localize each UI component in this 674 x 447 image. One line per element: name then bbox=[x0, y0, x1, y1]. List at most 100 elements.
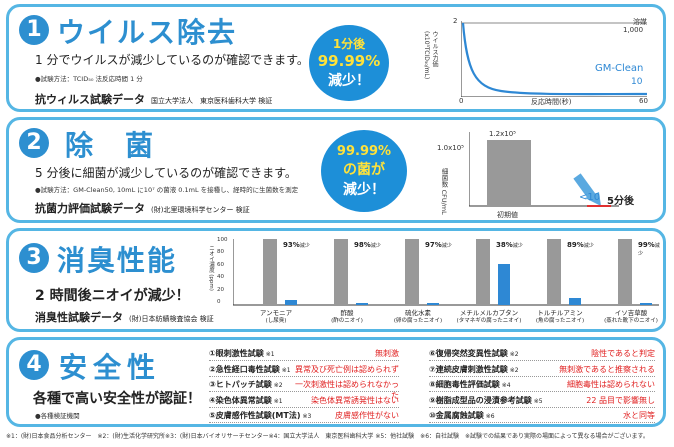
bar-initial bbox=[487, 140, 531, 206]
category-name: 酢酸 bbox=[340, 309, 354, 317]
test-name: ⑧細胞毒性評価試験 ※4 bbox=[429, 379, 511, 390]
chart-ytick: 2 bbox=[453, 17, 458, 25]
test-name: ⑥復帰突然変異性試験 ※2 bbox=[429, 348, 519, 359]
category-sub: (魚の腐ったニオイ) bbox=[535, 318, 585, 324]
test-name: ④染色体異常試験 ※1 bbox=[209, 395, 283, 406]
water-value: 1,000 bbox=[623, 26, 644, 34]
series-value: 10 bbox=[631, 77, 643, 87]
reduction-label: 98%減少 bbox=[354, 241, 381, 249]
ytick-label: 20 bbox=[217, 286, 224, 293]
section-title: ウイルス除去 bbox=[57, 16, 238, 49]
footer-note: ※1：(財)日本食品分析センター ※2：(財)生活化学研究所※3：(財)日本バイ… bbox=[6, 433, 649, 440]
section-description: 5 分後に細菌が減少しているのが確認できます。 bbox=[35, 166, 297, 180]
data-label: 抗菌力評価試験データ (財)北里環境科学センター 検証 bbox=[35, 200, 250, 216]
reduction-value: 97% bbox=[425, 241, 442, 249]
ytick-label: 40 bbox=[217, 274, 224, 281]
data-label-text: 抗菌力評価試験データ bbox=[35, 202, 145, 215]
data-label-text: 抗ウィルス試験データ bbox=[35, 93, 145, 106]
row-divider bbox=[429, 360, 655, 361]
test-name: ⑤皮膚感作性試験(MT法) ※3 bbox=[209, 410, 311, 421]
category-label: 酢酸 (酢のニオイ) bbox=[312, 309, 382, 325]
section-number: 3 bbox=[19, 243, 49, 273]
bubble-line-2: 99.99% bbox=[317, 52, 381, 70]
bar-initial bbox=[476, 239, 490, 305]
test-ref: ※6 bbox=[485, 413, 495, 420]
row-divider bbox=[429, 375, 655, 377]
bar-initial-label: 1.2x10⁵ bbox=[489, 130, 516, 138]
test-name-text: ⑧細胞毒性評価試験 bbox=[429, 380, 500, 389]
ytick-label: 0 bbox=[217, 299, 221, 305]
ytick-label: 60 bbox=[217, 261, 224, 268]
chart-ytick: 1.0x10⁵ bbox=[437, 144, 464, 152]
section-virus-removal: 1 ウイルス除去 1 分でウイルスが減少しているのが確認できます。 ●試験方法：… bbox=[6, 4, 666, 112]
section-deodorizing: 3 消臭性能 2 時間後ニオイが減少！ 消臭性試験データ (財)日本紡績検査協会 … bbox=[6, 228, 666, 332]
section-title: 安全性 bbox=[59, 351, 162, 384]
test-result: 無刺激であると推察される bbox=[559, 364, 655, 374]
category-label: イソ吉草酸 (蒸れた靴下のニオイ) bbox=[596, 309, 666, 325]
test-name-text: ①眼刺激性試験 bbox=[209, 349, 264, 358]
chart-xtick-0: 0 bbox=[459, 97, 464, 105]
ytick-label: 100 bbox=[217, 237, 228, 243]
chart-ylabel: ニオイ濃度 (ppm) bbox=[208, 245, 214, 291]
row-divider bbox=[209, 406, 399, 408]
series-label: GM-Clean bbox=[595, 63, 644, 74]
test-ref: ※4 bbox=[501, 382, 511, 389]
test-ref: ※1 bbox=[281, 366, 291, 374]
bacteria-chart: 細菌数 CFU/mL 1.0x10⁵ 1.2x10⁵ 初期値 <10 5分後 bbox=[427, 126, 663, 220]
test-name: ⑨樹脂成型品の浸漬参考試験 ※5 bbox=[429, 395, 543, 406]
category-label: アンモニア (し尿臭) bbox=[241, 309, 311, 325]
chart-xlabel: 反応時間(秒) bbox=[531, 98, 572, 106]
bubble-line-1: 1分後 bbox=[332, 37, 366, 51]
test-result: 一次刺激性は認められなかった bbox=[295, 380, 399, 400]
test-name-text: ⑦連続皮膚刺激性試験 bbox=[429, 364, 508, 374]
test-ref: ※2 bbox=[273, 382, 283, 389]
category-sub: (卵の腐ったニオイ) bbox=[393, 318, 443, 324]
virus-chart: ウイルス力価 (x10⁵TCID₅₀/mL) 2 溶媒 1,000 GM-Cle… bbox=[423, 17, 659, 107]
test-result: 皮膚感作性がない bbox=[335, 411, 399, 420]
section-description: 各種で高い安全性が認証！ bbox=[33, 391, 201, 407]
category-sub: (し尿臭) bbox=[265, 318, 287, 324]
section-number: 1 bbox=[19, 15, 49, 45]
reduction-value: 98% bbox=[354, 241, 371, 249]
after-value-label: <10 bbox=[579, 192, 601, 203]
bar-after bbox=[640, 303, 652, 305]
result-bubble: 1分後 99.99% 減少！ bbox=[309, 25, 389, 101]
data-label: 抗ウィルス試験データ 国立大学法人 東京医科歯科大学 検証 bbox=[35, 91, 272, 107]
test-name-text: ③ヒトパッチ試験 bbox=[209, 380, 272, 389]
test-result: 染色体異常誘発性はない bbox=[311, 395, 399, 405]
data-label-note: (財)北里環境科学センター 検証 bbox=[151, 206, 250, 214]
bubble-line-1: 99.99% bbox=[336, 144, 392, 159]
reduction-label: 97%減少 bbox=[425, 241, 452, 249]
reduction-suffix: 減少 bbox=[583, 243, 594, 249]
chart-xtick-60: 60 bbox=[639, 97, 648, 105]
test-name-text: ②急性経口毒性試験 bbox=[209, 364, 280, 374]
after-time-label: 5分後 bbox=[607, 196, 634, 207]
row-divider bbox=[209, 360, 399, 361]
bubble-line-2: の菌が bbox=[343, 162, 385, 178]
bubble-line-3: 減少！ bbox=[343, 182, 385, 198]
reduction-label: 38%減少 bbox=[496, 241, 523, 249]
bar-after bbox=[427, 303, 439, 305]
row-divider bbox=[429, 406, 655, 408]
data-label-note: 国立大学法人 東京医科歯科大学 検証 bbox=[151, 97, 273, 105]
test-ref: ※1 bbox=[265, 351, 275, 358]
test-result: 細胞毒性は認められない bbox=[567, 380, 655, 389]
odor-axes bbox=[233, 239, 659, 306]
category-name: メチルメルカプタン bbox=[459, 309, 519, 317]
category-sub: (酢のニオイ) bbox=[331, 318, 363, 324]
test-result: 異常及び死亡例は認められず bbox=[295, 364, 399, 374]
test-name: ⑦連続皮膚刺激性試験 ※2 bbox=[429, 364, 519, 375]
bubble-line-3: 減少！ bbox=[328, 73, 370, 89]
category-label: トルチルアミン (魚の腐ったニオイ) bbox=[525, 309, 595, 325]
category-name: アンモニア bbox=[259, 309, 293, 317]
bar-after bbox=[356, 303, 368, 305]
category-label: メチルメルカプタン (タマネギの腐ったニオイ) bbox=[454, 309, 524, 325]
category-sub: (タマネギの腐ったニオイ) bbox=[456, 318, 522, 324]
test-ref: ※2 bbox=[509, 366, 519, 374]
reduction-value: 93% bbox=[283, 241, 300, 249]
bar-after bbox=[569, 297, 581, 305]
test-name-text: ⑥復帰突然変異性試験 bbox=[429, 349, 508, 358]
test-name: ⑩金属腐蝕試験 ※6 bbox=[429, 410, 495, 421]
bar-initial bbox=[547, 239, 561, 305]
section-title: 除 菌 bbox=[65, 129, 156, 162]
